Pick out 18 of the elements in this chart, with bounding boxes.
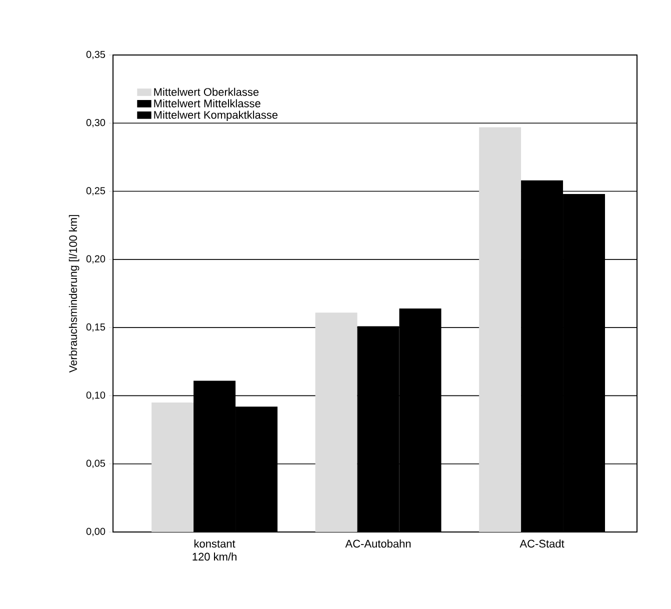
legend-label: Mittelwert Kompaktklasse [154,110,278,121]
x-tick-label: konstant 120 km/h [192,540,236,561]
y-tick-label: 0,15 [86,323,106,332]
y-tick-label: 0,05 [86,460,106,468]
bar [152,402,194,532]
bar [315,312,358,532]
y-tick-label: 0,35 [86,50,106,60]
x-tick-label: AC-Stadt [520,540,564,548]
x-tick-label: AC-Autobahn [345,540,411,548]
bar [479,127,522,532]
y-tick-label: 0,00 [86,528,106,536]
y-tick-label: 0,10 [86,392,106,400]
y-tick-label: 0,20 [86,255,106,264]
y-tick-label: 0,25 [86,187,106,196]
y-axis-title: Verbrauchsminderung [l/100 km] [68,215,80,373]
legend-label: Mittelwert Oberklasse [154,88,259,96]
y-tick-label: 0,30 [86,119,106,128]
legend-label: Mittelwert Mittelklasse [154,99,260,108]
